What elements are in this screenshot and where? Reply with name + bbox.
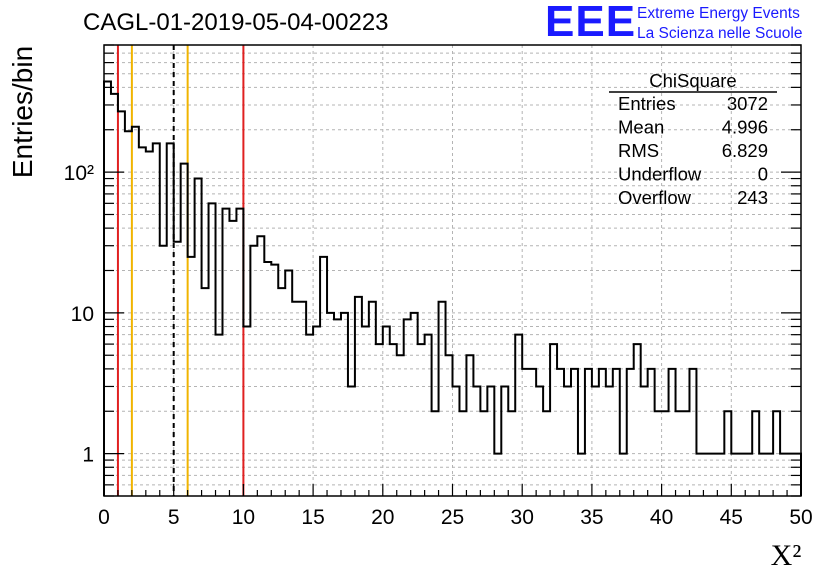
stats-value: 243: [737, 187, 768, 208]
stats-value: 0: [758, 164, 768, 185]
x-tick-label: 50: [789, 506, 812, 529]
x-tick-label: 20: [371, 506, 394, 529]
stats-label: Underflow: [618, 164, 702, 185]
x-tick-label: 35: [580, 506, 603, 529]
stats-value: 6.829: [722, 140, 768, 161]
y-tick-label: 10²: [64, 162, 94, 185]
logo-line-2: La Scienza nelle Scuole: [637, 25, 803, 42]
x-axis-label: X²: [771, 539, 802, 572]
stats-label: Entries: [618, 93, 676, 114]
x-tick-labels: 0 5 10 15 20 25 30 35 40 45 50: [98, 506, 813, 529]
histogram-outline: [103, 80, 802, 496]
y-axis-label: Entries/bin: [7, 46, 38, 178]
eee-logo-mark: EEE: [545, 0, 637, 46]
logo-line-1: Extreme Energy Events: [637, 5, 800, 22]
x-tick-label: 45: [720, 506, 743, 529]
plot-frame: [103, 44, 802, 497]
stats-rows: Entries 3072 Mean 4.996 RMS 6.829 Underflow 0 Ov…: [618, 93, 768, 208]
x-tick-label: 15: [301, 506, 324, 529]
x-tick-label: 5: [168, 506, 180, 529]
x-tick-label: 30: [511, 506, 534, 529]
stats-value: 3072: [727, 93, 768, 114]
y-tick-labels: 1 10 10²: [64, 162, 94, 467]
stats-label: RMS: [618, 140, 659, 161]
stats-label: Overflow: [618, 187, 692, 208]
stats-title: ChiSquare: [649, 70, 736, 91]
x-tick-label: 0: [98, 506, 110, 529]
x-tick-label: 25: [441, 506, 464, 529]
run-title: CAGL-01-2019-05-04-00223: [83, 9, 389, 36]
y-tick-label: 10: [71, 303, 94, 326]
stats-box: ChiSquare Entries 3072 Mean 4.996 RMS 6.829 Un…: [609, 70, 777, 208]
x-tick-label: 40: [650, 506, 673, 529]
y-tick-label: 1: [82, 444, 94, 467]
stats-label: Mean: [618, 117, 664, 138]
x-tick-label: 10: [232, 506, 255, 529]
stats-value: 4.996: [722, 117, 768, 138]
